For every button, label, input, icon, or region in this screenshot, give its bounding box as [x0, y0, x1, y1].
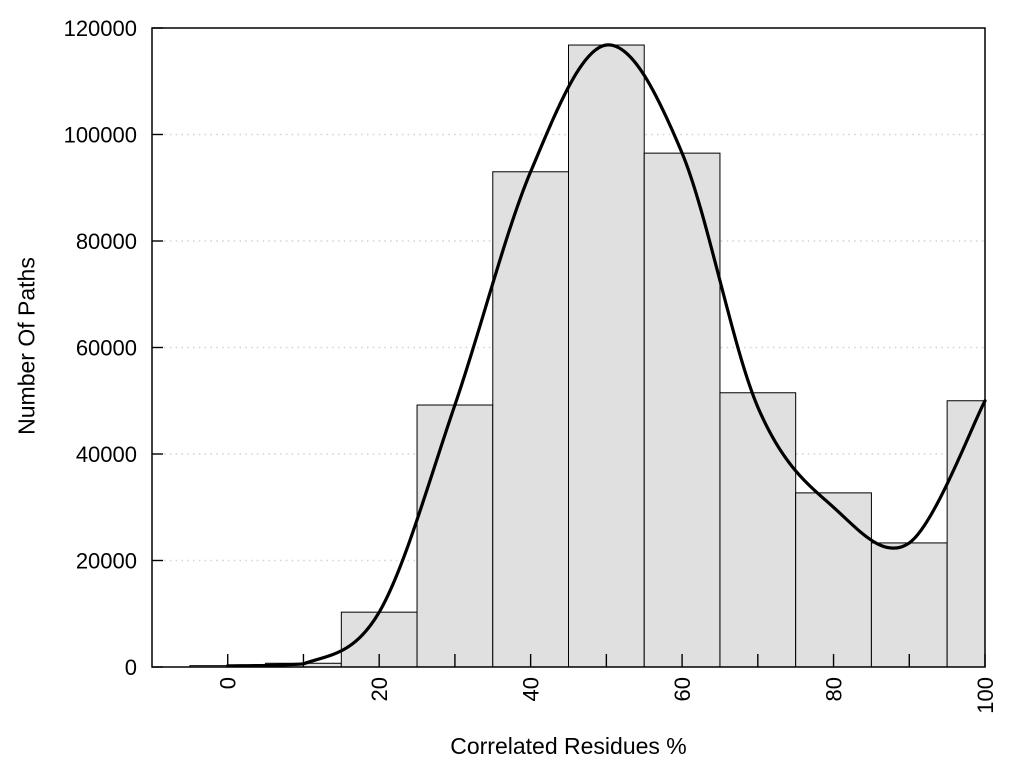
y-tick-label: 120000: [64, 16, 137, 41]
y-axis-title: Number Of Paths: [13, 257, 40, 435]
x-tick-label: 40: [519, 677, 544, 701]
x-tick-label: 100: [973, 677, 998, 714]
y-tick-label: 0: [125, 655, 137, 680]
histogram-bar: [643, 152, 721, 668]
y-tick-label: 40000: [76, 442, 137, 467]
x-tick-label: 0: [216, 677, 241, 689]
x-tick-label: 20: [367, 677, 392, 701]
smooth-curve: [226, 43, 987, 668]
histogram-bar: [719, 392, 797, 668]
x-axis-title: Correlated Residues %: [450, 733, 687, 759]
y-tick-label: 20000: [76, 549, 137, 574]
x-tick-label: 80: [822, 677, 847, 701]
histogram-bar: [416, 404, 494, 668]
y-tick-label: 60000: [76, 336, 137, 361]
histogram-bar: [870, 542, 948, 668]
y-tick-label: 80000: [76, 229, 137, 254]
x-tick-label: 60: [670, 677, 695, 701]
plot-border: [151, 27, 986, 668]
histogram-bar: [568, 44, 645, 668]
y-tick-label: 100000: [64, 123, 137, 148]
histogram-bar: [795, 492, 872, 668]
